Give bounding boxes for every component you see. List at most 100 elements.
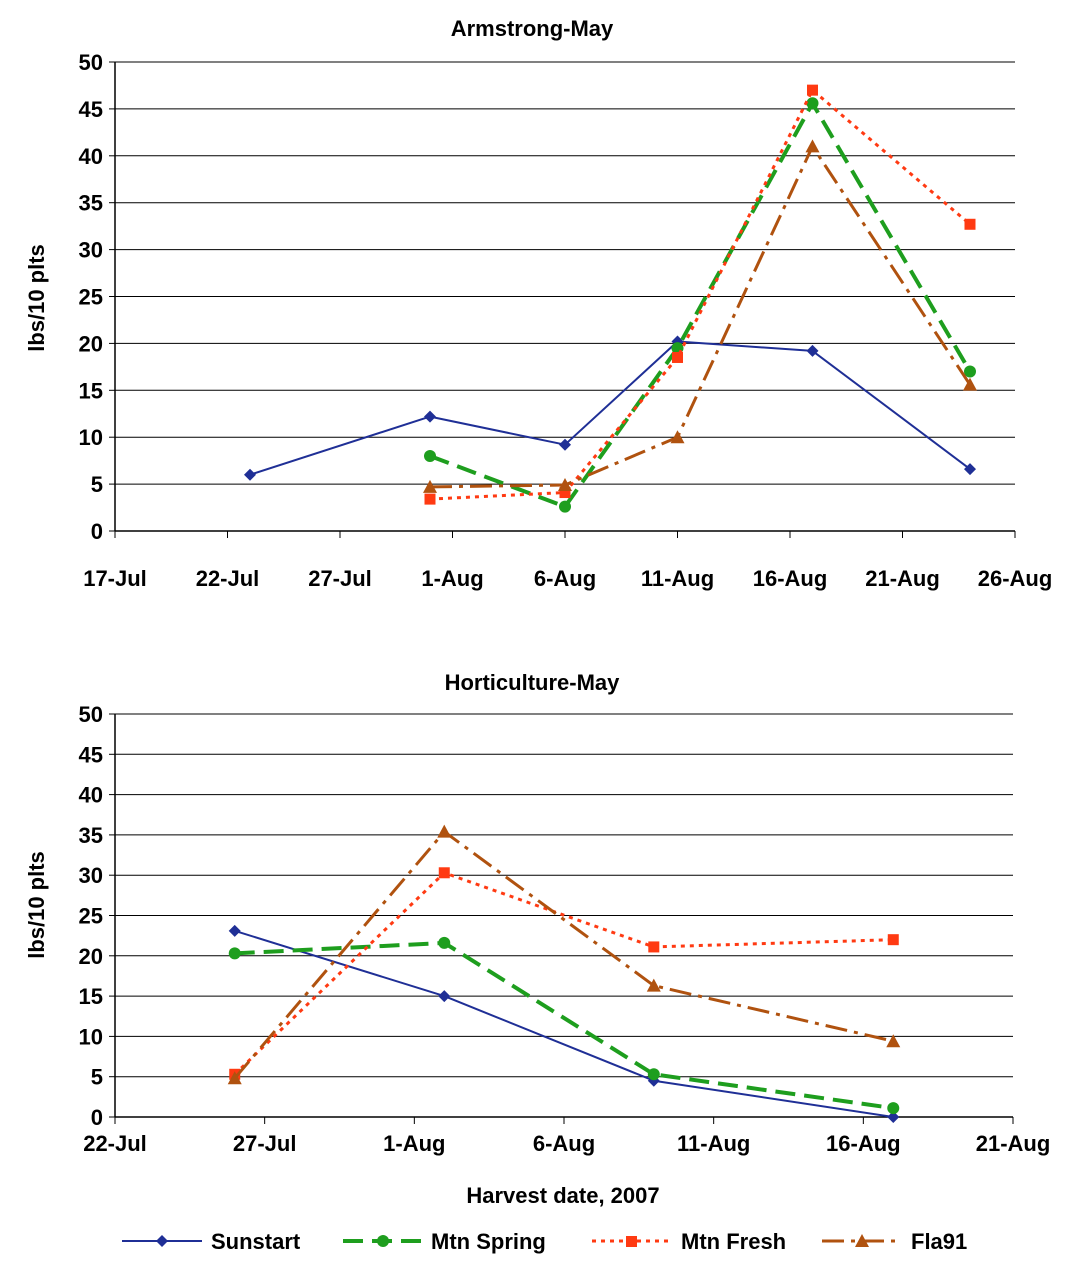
y-tick-labels: 0 5 10 15 20 25 30 35 40 45 50 <box>79 50 103 544</box>
legend-item-mtn-spring: Mtn Spring <box>343 1229 546 1254</box>
y-tick-label: 35 <box>79 191 103 216</box>
y-tick-label: 50 <box>79 50 103 75</box>
y-tick-label: 0 <box>91 519 103 544</box>
legend-label-sunstart: Sunstart <box>211 1229 301 1254</box>
y-tick-label: 40 <box>79 783 103 808</box>
x-tick-label: 1-Aug <box>383 1131 445 1156</box>
axes <box>109 61 1016 538</box>
x-tick-label: 11-Aug <box>641 566 714 591</box>
data-point-mtn-fresh <box>807 84 818 96</box>
data-point-mtn-fresh <box>438 867 450 879</box>
legend-label-mtn-spring: Mtn Spring <box>431 1229 546 1254</box>
data-point-fla91 <box>670 430 685 444</box>
grid-lines <box>115 61 1015 485</box>
legend: Sunstart Mtn Spring Mtn Fresh Fla91 <box>122 1229 967 1254</box>
data-point-fla91 <box>963 377 977 391</box>
x-tick-label: 22-Jul <box>196 566 260 591</box>
x-tick-label: 27-Jul <box>233 1131 297 1156</box>
data-point-mtn-spring <box>438 936 451 949</box>
x-tick-label: 1-Aug <box>421 566 483 591</box>
data-point-mtn-spring <box>424 449 436 462</box>
x-tick-label: 27-Jul <box>308 566 372 591</box>
y-tick-label: 0 <box>91 1105 103 1130</box>
data-point-fla91 <box>646 978 661 992</box>
y-tick-label: 10 <box>79 425 103 450</box>
series-group <box>227 824 901 1123</box>
y-tick-label: 5 <box>91 1065 103 1090</box>
data-point-mtn-spring <box>806 97 819 110</box>
x-tick-label: 6-Aug <box>534 566 596 591</box>
legend-marker-mtn-spring <box>377 1235 389 1247</box>
chart-title: Horticulture-May <box>445 670 621 695</box>
y-tick-label: 15 <box>79 378 103 403</box>
data-point-sunstart <box>806 344 819 357</box>
y-tick-label: 30 <box>79 863 103 888</box>
data-point-sunstart <box>244 468 256 481</box>
y-tick-label: 15 <box>79 984 103 1009</box>
data-point-sunstart <box>228 924 241 937</box>
data-point-sunstart <box>424 410 436 423</box>
series-line-mtn-fresh <box>233 871 894 1076</box>
y-tick-label: 25 <box>79 904 103 929</box>
y-tick-label: 45 <box>79 742 103 767</box>
y-tick-labels: 0 5 10 15 20 25 30 35 40 45 50 <box>79 702 103 1130</box>
data-point-sunstart <box>438 990 451 1003</box>
data-point-mtn-spring <box>559 500 571 513</box>
x-tick-label: 16-Aug <box>753 566 828 591</box>
data-point-sunstart <box>964 463 976 476</box>
chart-armstrong-may: Armstrong-May lbs/10 plts 0 5 10 15 20 25 30 35… <box>24 16 1052 591</box>
data-point-mtn-fresh <box>424 493 436 505</box>
series-line-mtn-spring <box>429 101 972 509</box>
data-point-sunstart <box>887 1111 900 1123</box>
data-point-mtn-fresh <box>964 218 976 230</box>
series-line-mtn-spring <box>234 940 894 1111</box>
chart-title: Armstrong-May <box>451 16 614 41</box>
x-tick-label: 21-Aug <box>865 566 940 591</box>
data-point-fla91 <box>886 1034 901 1048</box>
data-point-fla91 <box>227 1071 242 1085</box>
data-point-mtn-spring <box>647 1068 660 1081</box>
legend-label-fla91: Fla91 <box>911 1229 967 1254</box>
y-axis-label: lbs/10 plts <box>24 244 49 352</box>
data-point-fla91 <box>437 824 452 838</box>
legend-marker-fla91 <box>855 1234 869 1247</box>
y-tick-label: 20 <box>79 944 103 969</box>
series-line-sunstart <box>249 340 971 476</box>
y-tick-label: 50 <box>79 702 103 727</box>
data-point-mtn-fresh <box>672 351 683 363</box>
y-tick-label: 35 <box>79 823 103 848</box>
x-tick-label: 26-Aug <box>978 566 1053 591</box>
y-tick-label: 25 <box>79 285 103 310</box>
data-point-mtn-spring <box>964 365 976 378</box>
data-point-fla91 <box>558 478 572 492</box>
x-tick-label: 6-Aug <box>533 1131 595 1156</box>
legend-item-fla91: Fla91 <box>822 1229 967 1254</box>
data-point-mtn-spring <box>887 1102 900 1115</box>
y-tick-label: 20 <box>79 331 103 356</box>
legend-marker-mtn-fresh <box>626 1236 637 1247</box>
legend-item-sunstart: Sunstart <box>122 1229 301 1254</box>
y-tick-label: 45 <box>79 97 103 122</box>
x-tick-labels: 22-Jul 27-Jul 1-Aug 6-Aug 11-Aug 16-Aug 21-Aug <box>83 1131 1050 1156</box>
grid-lines <box>115 713 1013 1078</box>
data-point-sunstart <box>559 438 571 451</box>
series-line-fla91 <box>429 144 972 489</box>
data-point-mtn-spring <box>228 947 241 960</box>
data-point-fla91 <box>805 139 820 153</box>
legend-label-mtn-fresh: Mtn Fresh <box>681 1229 786 1254</box>
series-line-mtn-fresh <box>429 88 971 501</box>
legend-item-mtn-fresh: Mtn Fresh <box>592 1229 786 1254</box>
chart-horticulture-may: Horticulture-May lbs/10 plts Harvest dat… <box>24 670 1050 1208</box>
y-axis-label: lbs/10 plts <box>24 851 49 959</box>
x-axis-label: Harvest date, 2007 <box>466 1183 659 1208</box>
series-group <box>244 84 977 513</box>
legend-marker-sunstart <box>156 1235 168 1247</box>
data-point-mtn-fresh <box>559 487 571 499</box>
x-tick-label: 21-Aug <box>976 1131 1051 1156</box>
data-point-fla91 <box>423 479 437 493</box>
series-line-sunstart <box>234 929 894 1118</box>
series-line-fla91 <box>233 830 894 1080</box>
y-tick-label: 40 <box>79 144 103 169</box>
